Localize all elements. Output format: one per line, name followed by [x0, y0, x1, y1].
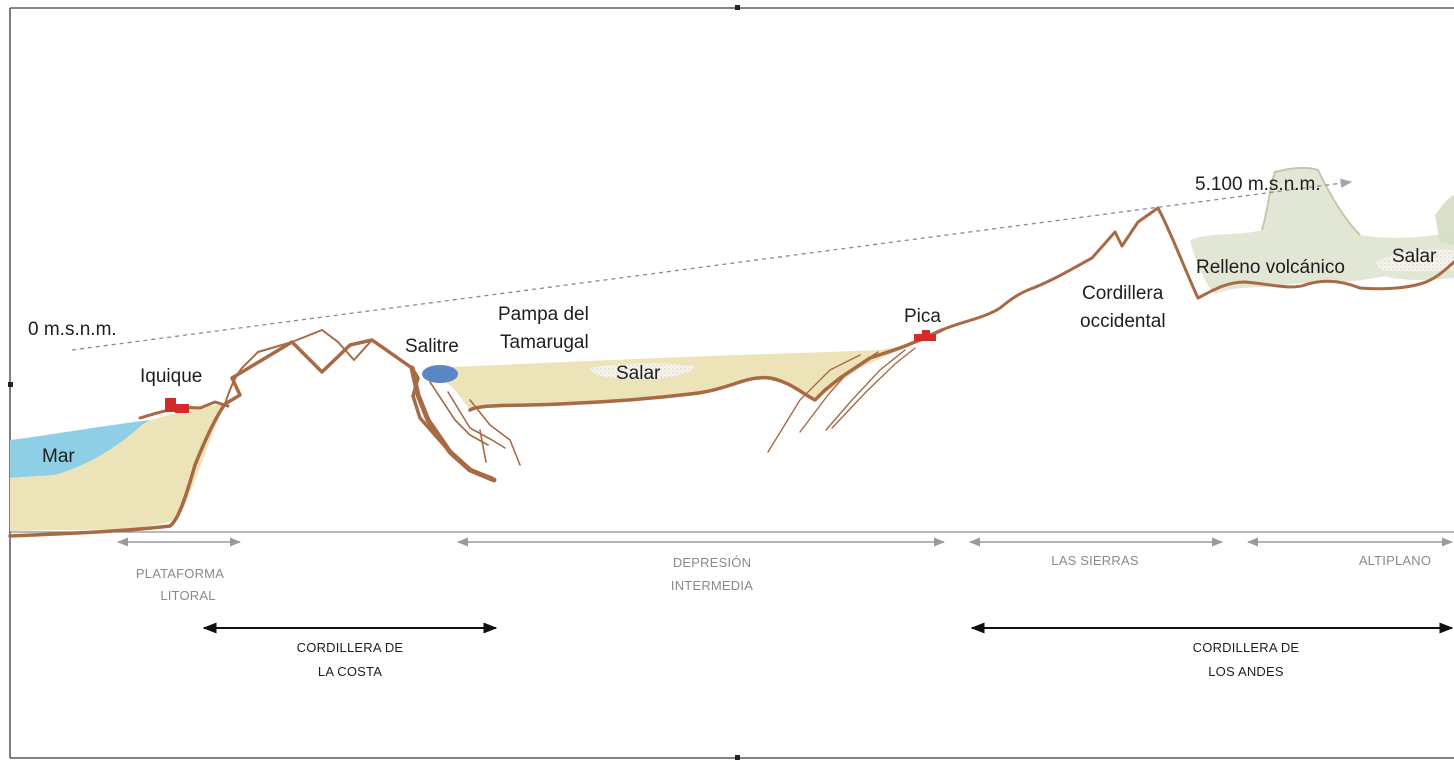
label-salar-middle: Salar [616, 363, 661, 384]
profile-segment-upper [224, 329, 373, 405]
label-iquique: Iquique [140, 366, 202, 387]
label-elevation-start: 0 m.s.n.m. [28, 319, 117, 340]
range-andes-line2: LOS ANDES [1208, 664, 1284, 679]
zone-sierras: LAS SIERRAS [1051, 553, 1139, 568]
label-cordillera-occ-line1: Cordillera [1082, 283, 1164, 304]
label-elevation-end: 5.100 m.s.n.m. [1195, 174, 1321, 195]
label-salar-altiplano: Salar [1392, 246, 1437, 267]
zone-depresion-line1: DEPRESIÓN [673, 555, 751, 570]
diagram-frame [8, 5, 1454, 760]
iquique-town-icon [165, 398, 189, 413]
profile-salitre-wall [409, 365, 497, 483]
range-costa-line2: LA COSTA [318, 664, 382, 679]
zone-altiplano: ALTIPLANO [1359, 553, 1431, 568]
elevation-dashed-line [71, 178, 1353, 351]
profile-pampa-floor [468, 328, 944, 412]
profile-andes [940, 206, 1454, 332]
range-andes-line1: CORDILLERA DE [1193, 640, 1300, 655]
pica-town-icon [914, 330, 936, 341]
zone-plataforma-line1: PLATAFORMA [136, 566, 224, 581]
pampa-sediment [432, 343, 915, 410]
profile-andes-faults [767, 347, 916, 453]
coastal-sediment [10, 404, 225, 531]
volcanic-cone-right [1435, 195, 1454, 245]
label-pica: Pica [904, 306, 941, 327]
label-salitre: Salitre [405, 336, 459, 357]
label-pampa-line2: Tamarugal [500, 332, 589, 353]
salar-middle-shape [590, 363, 695, 380]
label-cordillera-occ-line2: occidental [1080, 311, 1166, 332]
volcanic-cone-outline [1261, 166, 1361, 236]
label-sea: Mar [42, 446, 75, 467]
profile-salitre-faults [429, 381, 521, 466]
salitre-deposit [422, 365, 458, 383]
sea-shape [10, 420, 150, 478]
label-relleno-volcanico: Relleno volcánico [1196, 257, 1345, 278]
range-costa-line1: CORDILLERA DE [297, 640, 404, 655]
zone-depresion-line2: INTERMEDIA [671, 578, 753, 593]
zone-plataforma-line2: LITORAL [160, 588, 215, 603]
topography-profile [8, 338, 494, 538]
salar-altiplano-shape [1375, 249, 1454, 272]
label-pampa-line1: Pampa del [498, 304, 589, 325]
